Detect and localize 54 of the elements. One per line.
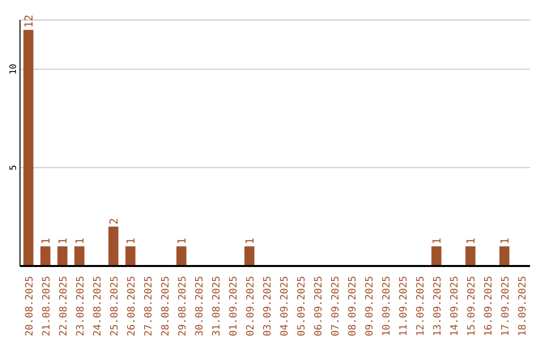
x-tick-label: 03.09.2025: [262, 276, 274, 336]
x-tick-label: 21.08.2025: [42, 276, 52, 336]
x-tick-label: 15.09.2025: [466, 276, 478, 336]
x-tick-label: 23.08.2025: [76, 276, 86, 336]
x-tick-label: 14.09.2025: [450, 276, 460, 336]
x-tick-label: 08.09.2025: [348, 276, 358, 336]
data-label: 12: [22, 14, 36, 28]
x-tick-label: 12.09.2025: [416, 276, 426, 336]
bar: [176, 246, 186, 266]
x-tick-label: 13.09.2025: [432, 276, 444, 336]
x-tick-label: 11.09.2025: [398, 276, 410, 336]
data-label: 1: [243, 238, 256, 244]
x-tick-label: 05.09.2025: [296, 276, 308, 336]
bar: [57, 246, 68, 266]
x-tick-label: 07.09.2025: [330, 276, 342, 336]
x-tick-label: 16.09.2025: [484, 276, 494, 336]
data-label: 1: [56, 238, 70, 244]
bar: [74, 246, 84, 266]
y-tick-label: 10: [9, 64, 19, 75]
x-tick-label: 28.08.2025: [160, 276, 172, 336]
data-label: 1: [175, 238, 188, 244]
x-tick-label: 22.08.2025: [58, 276, 70, 336]
x-tick-label: 09.09.2025: [364, 276, 376, 336]
x-tick-label: 26.08.2025: [126, 276, 138, 336]
data-label: 1: [39, 238, 52, 244]
bar: [431, 246, 442, 266]
x-tick-label: 29.08.2025: [178, 276, 188, 336]
bar: [40, 246, 50, 266]
data-label: 1: [430, 238, 444, 244]
x-tick-label: 06.09.2025: [314, 276, 324, 336]
x-tick-label: 02.09.2025: [246, 276, 256, 336]
bar: [244, 246, 254, 266]
bar: [108, 226, 118, 266]
data-label: 1: [124, 238, 138, 244]
x-tick-label: 04.09.2025: [280, 276, 290, 336]
x-tick-label: 27.08.2025: [144, 276, 154, 336]
x-tick-label: 17.09.2025: [500, 276, 512, 336]
x-tick-label: 20.08.2025: [24, 276, 36, 336]
y-tick-label: 5: [9, 164, 19, 170]
x-tick-label: 25.08.2025: [110, 276, 120, 336]
data-label: 1: [73, 238, 86, 244]
bar: [465, 246, 476, 266]
bar: [125, 246, 136, 266]
x-tick-label: 31.08.2025: [212, 276, 222, 336]
data-label: 1: [498, 238, 512, 244]
data-label: 1: [464, 238, 478, 244]
bar: [499, 246, 510, 266]
data-label: 2: [107, 218, 120, 225]
x-tick-label: 30.08.2025: [194, 276, 206, 336]
x-tick-label: 24.08.2025: [92, 276, 104, 336]
bar: [23, 30, 34, 266]
x-tick-label: 01.09.2025: [228, 276, 240, 336]
x-tick-label: 18.09.2025: [518, 276, 528, 336]
x-tick-label: 10.09.2025: [382, 276, 392, 336]
